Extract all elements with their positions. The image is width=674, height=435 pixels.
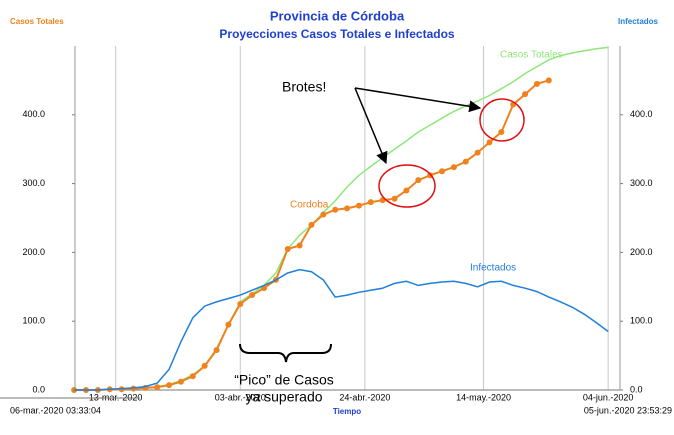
series-label: Cordoba bbox=[290, 200, 329, 211]
series-marker bbox=[367, 199, 374, 206]
series-marker bbox=[474, 149, 481, 156]
y2-tick-label: 0.0 bbox=[630, 384, 643, 394]
series-marker bbox=[450, 164, 457, 171]
y-tick-label: 0.0 bbox=[32, 384, 45, 394]
series-marker bbox=[522, 91, 529, 98]
annotations: Brotes! “Pico” de Casos ya superado bbox=[234, 79, 525, 405]
y-tick-label: 400.0 bbox=[22, 109, 45, 119]
brace bbox=[239, 343, 332, 363]
series-line bbox=[74, 268, 609, 391]
annotation-brotes: Brotes! bbox=[282, 79, 326, 95]
x-axis-label: Tiempo bbox=[333, 407, 361, 416]
x-tick-label: 24-abr.-2020 bbox=[339, 392, 390, 402]
series-marker bbox=[462, 158, 469, 165]
x-start-label: 06-mar.-2020 03:33:04 bbox=[10, 405, 101, 415]
y-tick-label: 100.0 bbox=[22, 316, 45, 326]
x-tick-label: 04-jun.-2020 bbox=[583, 392, 634, 402]
x-end-label: 05-jun.-2020 23:53:29 bbox=[584, 405, 672, 415]
series-marker bbox=[249, 292, 256, 299]
series-marker bbox=[189, 373, 196, 380]
series-marker bbox=[284, 245, 291, 252]
annotation-pico: “Pico” de Casos bbox=[234, 372, 334, 388]
arrow bbox=[354, 87, 482, 113]
x-tick-label: 14-may.-2020 bbox=[456, 392, 511, 402]
series-label: Infectados bbox=[470, 263, 516, 274]
arrow bbox=[354, 87, 388, 165]
y2-axis-label: Infectados bbox=[618, 17, 659, 26]
series-marker bbox=[177, 378, 184, 385]
y2-tick-label: 200.0 bbox=[630, 247, 653, 257]
x-tick-label: 13-mar.-2020 bbox=[89, 392, 143, 402]
chart-title: Provincia de Córdoba bbox=[270, 8, 405, 23]
series-label: Casos Totales bbox=[500, 50, 563, 61]
series-marker bbox=[533, 80, 540, 87]
series-marker bbox=[154, 384, 161, 391]
y2-tick-label: 400.0 bbox=[630, 109, 653, 119]
series-marker bbox=[545, 77, 552, 84]
chart-subtitle: Proyecciones Casos Totales e Infectados bbox=[219, 27, 455, 41]
series-marker bbox=[332, 206, 339, 213]
series-marker bbox=[486, 139, 493, 146]
series-marker bbox=[344, 205, 351, 212]
series-marker bbox=[415, 177, 422, 184]
series-marker bbox=[391, 195, 398, 202]
series-marker bbox=[213, 347, 220, 354]
highlight-circle bbox=[479, 98, 525, 142]
series-marker bbox=[439, 168, 446, 175]
y-tick-label: 200.0 bbox=[22, 247, 45, 257]
grid: 13-mar.-2020 03-abr.-2020 24-abr.-2020 14-m… bbox=[22, 46, 653, 402]
series-marker bbox=[308, 221, 315, 228]
series-marker bbox=[225, 321, 232, 328]
series-marker bbox=[166, 382, 173, 389]
y2-tick-label: 300.0 bbox=[630, 178, 653, 188]
series-marker bbox=[237, 301, 244, 307]
series-marker bbox=[201, 362, 208, 369]
series-marker bbox=[320, 211, 327, 218]
x-tick-label: 03-abr.-2020 bbox=[215, 392, 266, 402]
series-marker bbox=[498, 129, 505, 135]
y-tick-label: 300.0 bbox=[22, 178, 45, 188]
y2-tick-label: 100.0 bbox=[630, 316, 653, 326]
y-axis-label: Casos Totales bbox=[10, 17, 64, 26]
series-marker bbox=[403, 187, 410, 194]
plot-area: Casos Totales Cordoba Infectados bbox=[71, 46, 609, 393]
annotation-pico: ya superado bbox=[245, 389, 322, 405]
series-marker bbox=[296, 242, 303, 249]
series-marker bbox=[355, 202, 362, 209]
highlight-circle bbox=[378, 164, 436, 208]
